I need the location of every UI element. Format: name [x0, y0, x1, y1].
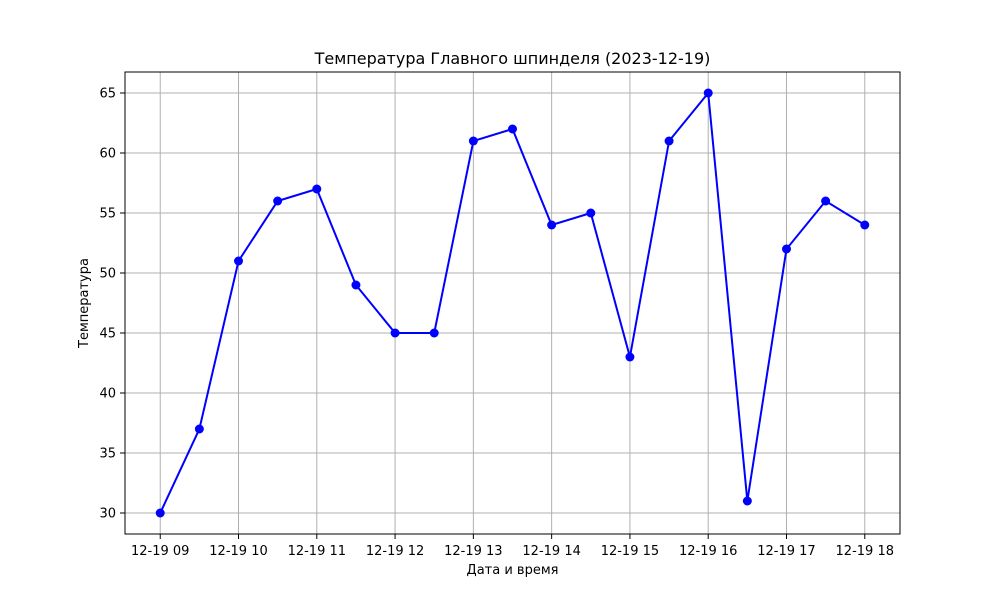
data-point	[821, 196, 831, 206]
data-point	[429, 328, 439, 338]
y-tick-label: 50	[99, 267, 116, 282]
y-tick-label: 65	[99, 87, 116, 102]
x-tick-label: 12-19 13	[444, 544, 502, 559]
y-axis: 30 35 40 45 50 55 60 65	[99, 87, 125, 522]
plot-frame	[124, 71, 901, 535]
chart-title: Температура Главного шпинделя (2023-12-1…	[314, 49, 711, 68]
data-point	[547, 220, 557, 230]
data-point	[273, 196, 283, 206]
x-axis-label: Дата и время	[467, 563, 559, 578]
data-point	[781, 244, 791, 254]
data-point	[155, 508, 165, 518]
data-point	[664, 136, 674, 146]
data-point	[390, 328, 400, 338]
x-axis: 12-19 09 12-19 10 12-19 11 12-19 12 12-19 13…	[131, 534, 894, 559]
data-point	[234, 256, 244, 266]
x-tick-label: 12-19 17	[757, 544, 815, 559]
data-point	[312, 184, 322, 194]
data-point	[508, 124, 517, 134]
y-axis-label: Температура	[77, 258, 92, 349]
data-point	[703, 88, 713, 98]
y-tick-label: 55	[99, 207, 116, 222]
data-point	[351, 280, 361, 290]
y-tick-label: 45	[99, 327, 116, 342]
x-tick-label: 12-19 11	[288, 544, 346, 559]
x-tick-label: 12-19 10	[209, 544, 267, 559]
x-tick-label: 12-19 18	[836, 544, 894, 559]
x-tick-label: 12-19 15	[601, 544, 659, 559]
x-tick-label: 12-19 09	[131, 544, 189, 559]
y-tick-label: 60	[99, 147, 116, 162]
grid	[125, 72, 900, 534]
data-point	[742, 496, 752, 506]
series-layer	[155, 88, 870, 518]
y-tick-label: 35	[99, 447, 116, 462]
data-point	[625, 352, 635, 362]
data-point	[194, 424, 204, 434]
x-tick-label: 12-19 12	[366, 544, 424, 559]
data-point	[860, 220, 870, 230]
x-tick-label: 12-19 14	[522, 544, 580, 559]
y-tick-label: 30	[99, 507, 116, 522]
data-point	[468, 136, 478, 146]
data-point	[586, 208, 596, 218]
y-tick-label: 40	[99, 387, 116, 402]
x-tick-label: 12-19 16	[679, 544, 737, 559]
